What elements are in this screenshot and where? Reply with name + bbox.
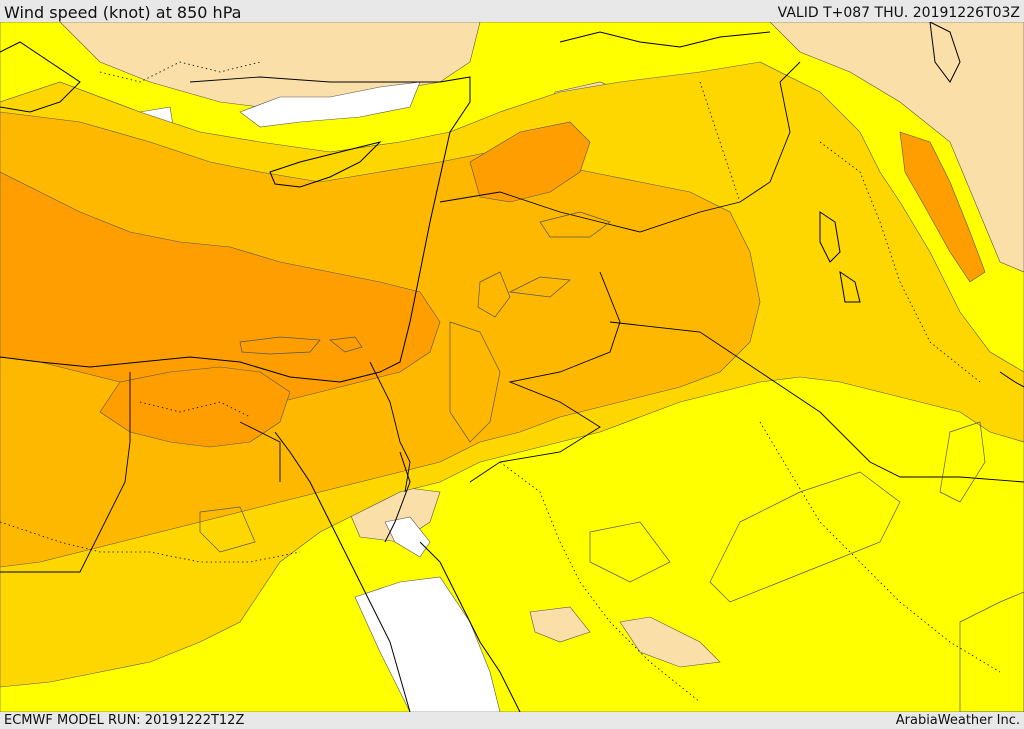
zone-light-saudi-1: [529, 606, 591, 643]
zone-calm-gulf-aqaba: [384, 516, 431, 558]
wind-speed-map: [0, 22, 1024, 712]
admin-boundaries: [0, 61, 1001, 703]
zone-light-saudi-2: [619, 616, 721, 668]
contours: [199, 211, 1024, 712]
zone-strong-turkey: [0, 171, 441, 408]
map-header: Wind speed (knot) at 850 hPa VALID T+087…: [0, 0, 1024, 22]
valid-time: VALID T+087 THU. 20191226T03Z: [777, 5, 1020, 21]
map-footer: ECMWF MODEL RUN: 20191222T12Z ArabiaWeat…: [0, 712, 1024, 729]
model-run-label: ECMWF MODEL RUN: 20191222T12Z: [4, 713, 245, 728]
zone-calm-north: [239, 81, 421, 128]
zone-strong-egypt: [99, 366, 291, 448]
zone-strong-syria: [469, 121, 591, 203]
zone-light-northeast: [769, 22, 1024, 273]
zone-calm-red-sea: [354, 576, 501, 712]
credit-label: ArabiaWeather Inc.: [895, 713, 1020, 728]
wind-speed-map-canvas: [0, 22, 1024, 712]
zone-strong-east: [899, 131, 986, 283]
map-title: Wind speed (knot) at 850 hPa: [4, 3, 242, 22]
coastlines: [0, 22, 1024, 712]
country-borders: [0, 61, 1024, 573]
